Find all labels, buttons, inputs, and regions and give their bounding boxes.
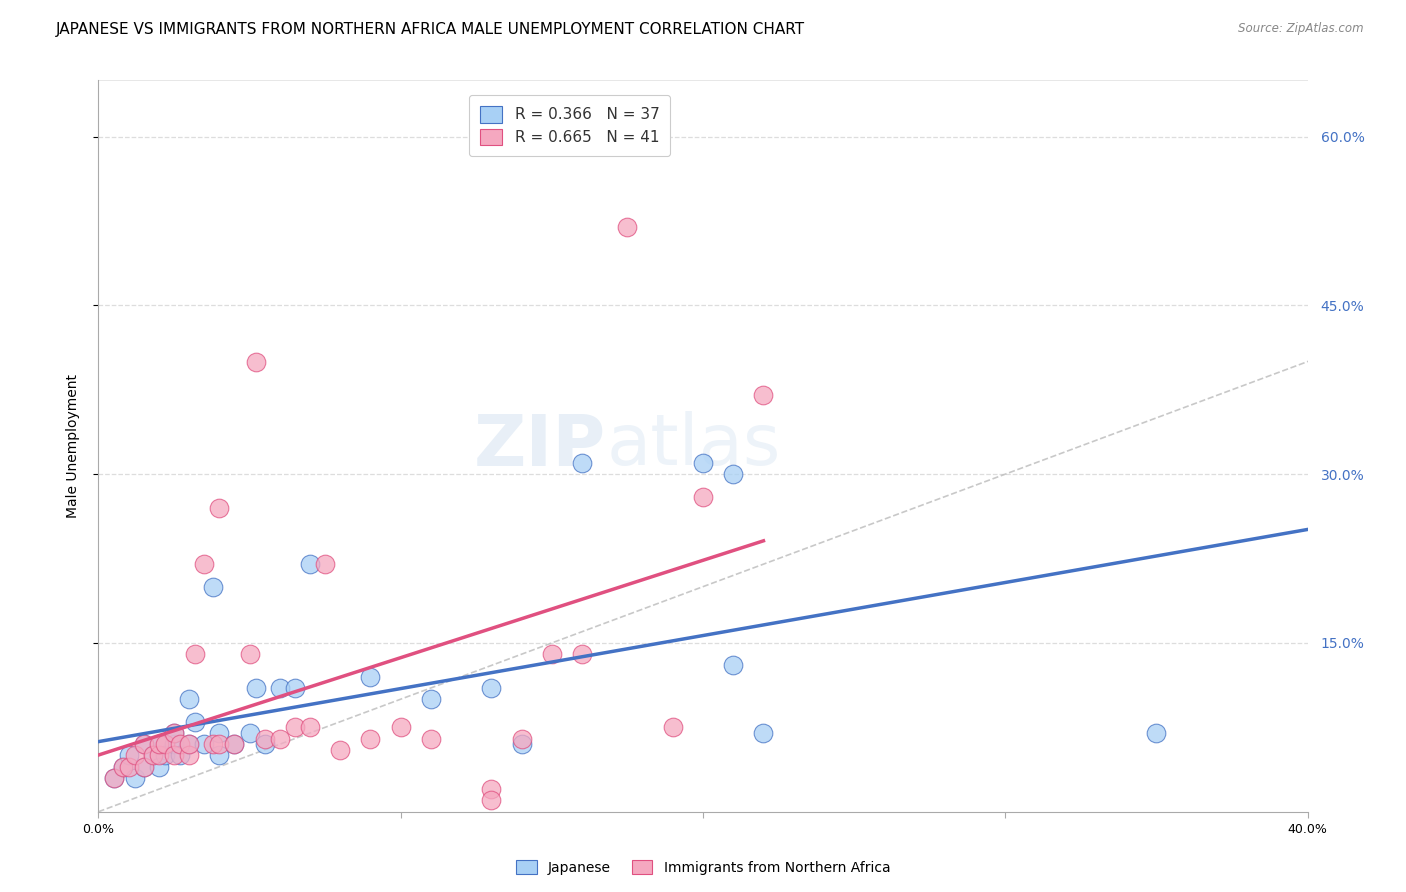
Point bbox=[752, 726, 775, 740]
Point bbox=[239, 726, 262, 740]
Point bbox=[571, 456, 593, 470]
Point bbox=[239, 647, 262, 661]
Point bbox=[148, 737, 170, 751]
Point bbox=[118, 748, 141, 763]
Point bbox=[179, 737, 201, 751]
Point bbox=[224, 737, 246, 751]
Point bbox=[208, 726, 231, 740]
Point bbox=[153, 737, 176, 751]
Point bbox=[616, 219, 638, 234]
Point bbox=[169, 737, 191, 751]
Point bbox=[299, 557, 322, 571]
Y-axis label: Male Unemployment: Male Unemployment bbox=[66, 374, 80, 518]
Point bbox=[179, 692, 201, 706]
Point bbox=[202, 580, 225, 594]
Point bbox=[179, 737, 201, 751]
Point bbox=[360, 731, 382, 746]
Point bbox=[420, 731, 443, 746]
Point bbox=[245, 681, 267, 695]
Text: Source: ZipAtlas.com: Source: ZipAtlas.com bbox=[1239, 22, 1364, 36]
Point bbox=[179, 748, 201, 763]
Text: JAPANESE VS IMMIGRANTS FROM NORTHERN AFRICA MALE UNEMPLOYMENT CORRELATION CHART: JAPANESE VS IMMIGRANTS FROM NORTHERN AFR… bbox=[56, 22, 806, 37]
Point bbox=[360, 670, 382, 684]
Point bbox=[111, 760, 134, 774]
Point bbox=[752, 388, 775, 402]
Point bbox=[269, 681, 291, 695]
Point bbox=[245, 354, 267, 368]
Point bbox=[132, 760, 155, 774]
Point bbox=[571, 647, 593, 661]
Point bbox=[253, 737, 276, 751]
Point bbox=[723, 467, 745, 482]
Point bbox=[142, 748, 165, 763]
Point bbox=[481, 782, 503, 797]
Point bbox=[148, 748, 170, 763]
Point bbox=[481, 681, 503, 695]
Point bbox=[510, 731, 533, 746]
Point bbox=[184, 647, 207, 661]
Point bbox=[193, 557, 215, 571]
Point bbox=[111, 760, 134, 774]
Point bbox=[224, 737, 246, 751]
Point bbox=[202, 737, 225, 751]
Point bbox=[314, 557, 336, 571]
Text: ZIP: ZIP bbox=[474, 411, 606, 481]
Point bbox=[481, 793, 503, 807]
Point bbox=[208, 737, 231, 751]
Point bbox=[540, 647, 562, 661]
Point bbox=[132, 737, 155, 751]
Point bbox=[284, 681, 307, 695]
Point bbox=[142, 748, 165, 763]
Point bbox=[208, 748, 231, 763]
Point bbox=[193, 737, 215, 751]
Point bbox=[420, 692, 443, 706]
Point bbox=[163, 737, 186, 751]
Point bbox=[692, 490, 714, 504]
Point bbox=[163, 726, 186, 740]
Point bbox=[692, 456, 714, 470]
Point bbox=[284, 720, 307, 734]
Point bbox=[661, 720, 683, 734]
Point bbox=[103, 771, 125, 785]
Point bbox=[269, 731, 291, 746]
Point bbox=[118, 760, 141, 774]
Point bbox=[253, 731, 276, 746]
Legend: Japanese, Immigrants from Northern Africa: Japanese, Immigrants from Northern Afric… bbox=[510, 855, 896, 880]
Point bbox=[153, 748, 176, 763]
Point bbox=[132, 737, 155, 751]
Point bbox=[132, 760, 155, 774]
Point bbox=[163, 748, 186, 763]
Point bbox=[169, 748, 191, 763]
Legend: R = 0.366   N = 37, R = 0.665   N = 41: R = 0.366 N = 37, R = 0.665 N = 41 bbox=[468, 95, 671, 156]
Point bbox=[208, 500, 231, 515]
Point bbox=[184, 714, 207, 729]
Point bbox=[723, 658, 745, 673]
Point bbox=[163, 726, 186, 740]
Point bbox=[103, 771, 125, 785]
Point bbox=[124, 771, 146, 785]
Point bbox=[299, 720, 322, 734]
Point bbox=[124, 748, 146, 763]
Point bbox=[510, 737, 533, 751]
Point bbox=[329, 743, 352, 757]
Point bbox=[389, 720, 412, 734]
Point bbox=[148, 737, 170, 751]
Point bbox=[1144, 726, 1167, 740]
Text: atlas: atlas bbox=[606, 411, 780, 481]
Point bbox=[148, 760, 170, 774]
